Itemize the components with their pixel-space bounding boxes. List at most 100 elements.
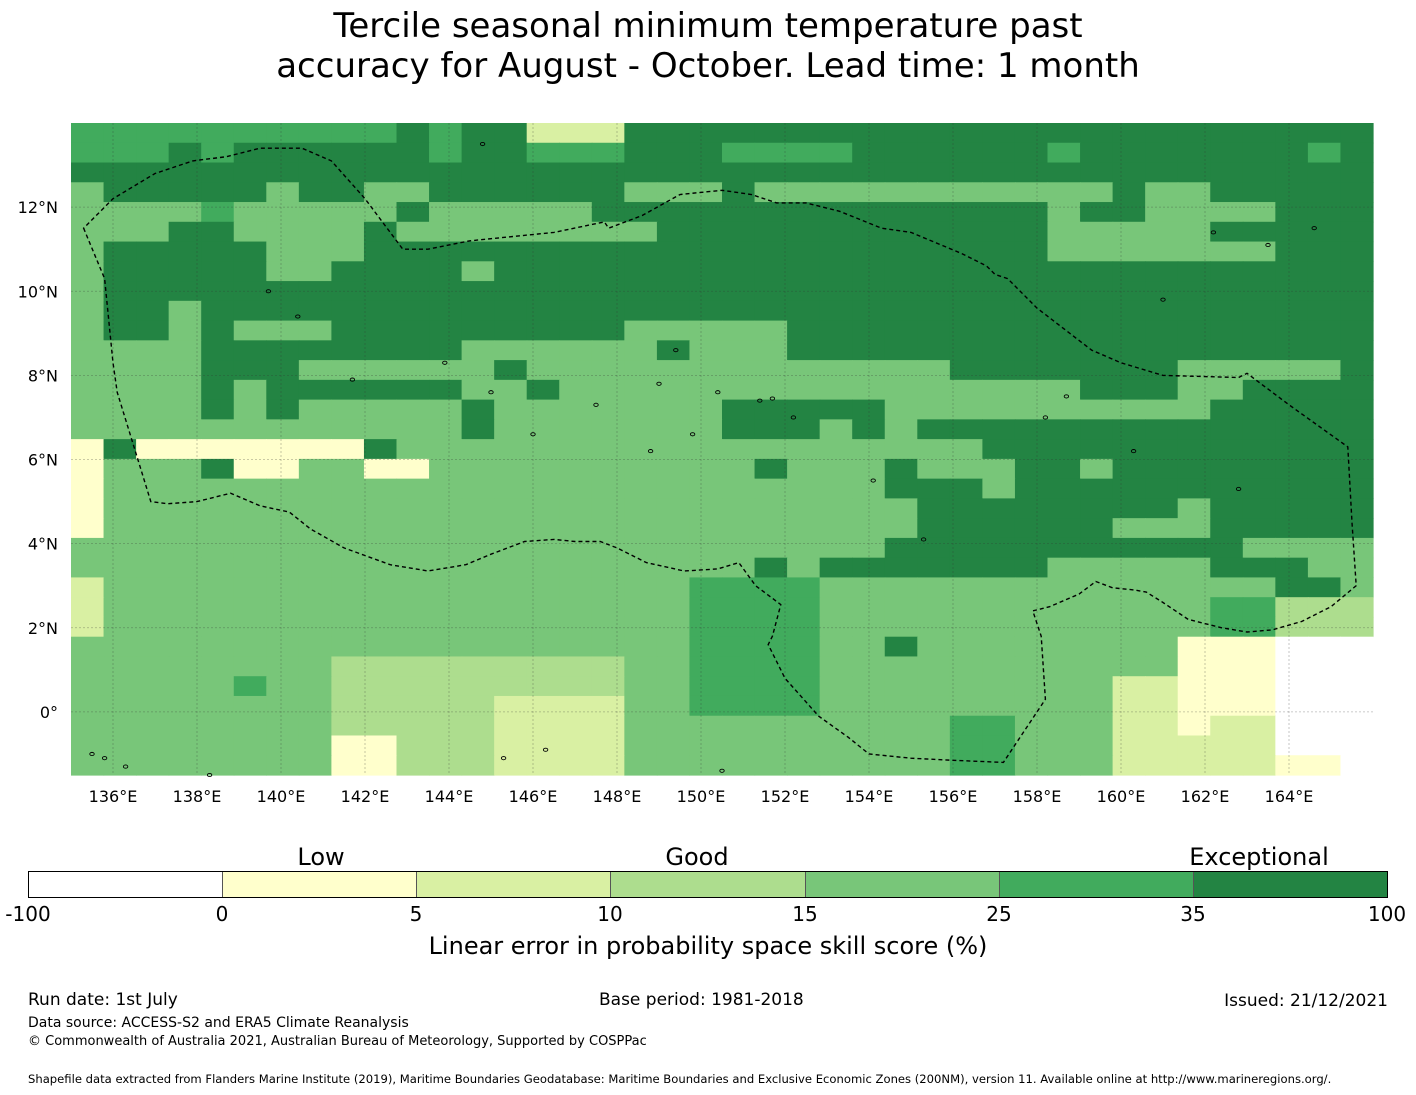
skill-cell xyxy=(819,715,853,737)
skill-cell xyxy=(1080,241,1114,262)
skill-cell xyxy=(103,202,137,223)
skill-cell xyxy=(494,518,528,539)
skill-cell xyxy=(787,142,821,164)
skill-cell xyxy=(624,162,658,183)
skill-cell xyxy=(982,616,1016,638)
skill-cell xyxy=(591,340,625,361)
skill-cell xyxy=(494,261,528,282)
skill-cell xyxy=(1307,221,1342,243)
skill-cell xyxy=(363,419,398,440)
skill-cell xyxy=(1014,261,1049,282)
skill-cell xyxy=(624,300,658,322)
skill-cell xyxy=(1112,636,1146,658)
skill-cell xyxy=(624,261,658,282)
skill-cell xyxy=(559,518,593,539)
longitude-label: 160°E xyxy=(1097,787,1146,806)
skill-cell xyxy=(624,478,658,499)
skill-cell xyxy=(1047,636,1081,658)
skill-cell xyxy=(494,676,528,697)
skill-cell xyxy=(331,261,365,282)
skill-cell xyxy=(298,221,332,243)
skill-cell xyxy=(461,221,495,243)
skill-cell xyxy=(591,281,625,302)
skill-cell xyxy=(656,636,691,658)
skill-cell xyxy=(233,636,267,658)
skill-cell xyxy=(559,478,593,499)
skill-cell xyxy=(233,597,267,618)
skill-cell xyxy=(722,399,756,420)
skill-cell xyxy=(103,537,137,559)
skill-cell xyxy=(201,755,235,776)
skill-cell xyxy=(624,320,658,341)
skill-cell xyxy=(1340,755,1374,776)
skill-cell xyxy=(526,202,560,223)
skill-cell xyxy=(1242,379,1276,401)
skill-cell xyxy=(559,241,593,262)
skill-cell xyxy=(559,142,593,164)
skill-cell xyxy=(917,202,951,223)
skill-cell xyxy=(559,439,593,460)
skill-cell xyxy=(201,281,235,302)
skill-cell xyxy=(1242,676,1276,697)
skill-cell xyxy=(233,478,267,499)
skill-cell xyxy=(787,755,821,776)
skill-cell xyxy=(266,320,300,341)
skill-cell xyxy=(689,379,723,401)
skill-cell xyxy=(298,577,332,598)
skill-cell xyxy=(363,537,398,559)
skill-cell xyxy=(1145,261,1179,282)
skill-cell xyxy=(884,636,918,658)
skill-cell xyxy=(331,695,365,717)
skill-cell xyxy=(1014,755,1049,776)
skill-cell xyxy=(168,360,202,381)
skill-cell xyxy=(1080,419,1114,440)
skill-cell xyxy=(689,182,723,203)
skill-cell xyxy=(1112,616,1146,638)
skill-cell xyxy=(819,498,853,519)
skill-cell xyxy=(1145,142,1179,164)
skill-cell xyxy=(136,221,170,243)
skill-cell xyxy=(1112,241,1146,262)
skill-cell xyxy=(201,518,235,539)
skill-cell xyxy=(363,735,398,756)
skill-cell xyxy=(168,518,202,539)
colorbar-segment xyxy=(1193,872,1387,897)
skill-cell xyxy=(136,300,170,322)
longitude-label: 158°E xyxy=(1013,787,1062,806)
skill-cell xyxy=(949,241,983,262)
skill-cell xyxy=(819,597,853,618)
skill-cell xyxy=(1112,755,1146,776)
skill-cell xyxy=(266,419,300,440)
skill-cell xyxy=(949,202,983,223)
skill-cell xyxy=(689,202,723,223)
skill-cell xyxy=(168,123,202,144)
skill-cell xyxy=(656,142,691,164)
skill-cell xyxy=(494,300,528,322)
skill-cell xyxy=(1080,537,1114,559)
skill-cell xyxy=(1210,241,1244,262)
skill-cell xyxy=(1145,439,1179,460)
skill-cell xyxy=(884,498,918,519)
colorbar-segment xyxy=(999,872,1194,897)
skill-cell xyxy=(1307,636,1342,658)
skill-cell xyxy=(71,123,105,144)
skill-cell xyxy=(787,123,821,144)
skill-cell xyxy=(1014,202,1049,223)
skill-cell xyxy=(526,360,560,381)
skill-cell xyxy=(1275,537,1309,559)
skill-cell xyxy=(103,498,137,519)
skill-cell xyxy=(1340,182,1374,203)
skill-cell xyxy=(1080,676,1114,697)
skill-cell xyxy=(624,597,658,618)
skill-cell xyxy=(71,202,105,223)
skill-cell xyxy=(917,142,951,164)
skill-cell xyxy=(331,636,365,658)
skill-cell xyxy=(1242,597,1276,618)
skill-cell xyxy=(266,300,300,322)
skill-cell xyxy=(982,399,1016,420)
skill-cell xyxy=(1242,577,1276,598)
skill-cell xyxy=(168,557,202,579)
skill-cell xyxy=(103,656,137,677)
skill-cell xyxy=(1047,537,1081,559)
skill-cell xyxy=(787,320,821,341)
